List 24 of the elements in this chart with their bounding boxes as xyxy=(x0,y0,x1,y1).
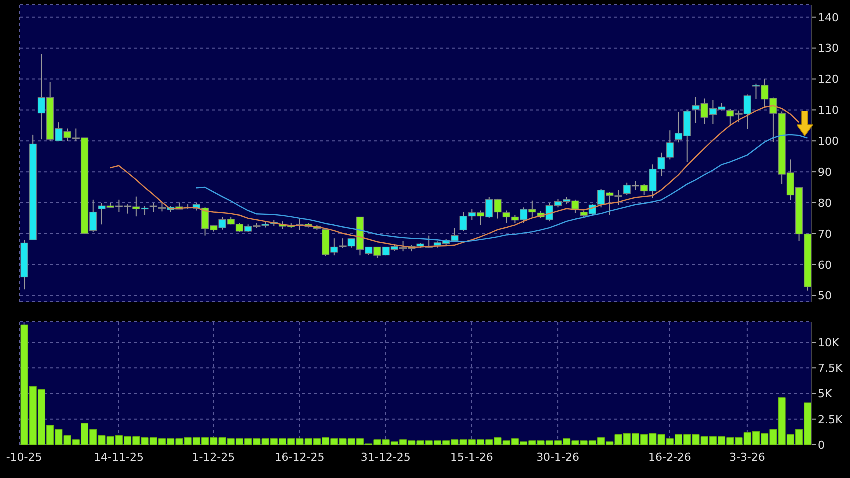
y-tick-label: 10K xyxy=(818,336,840,350)
y-tick-label: 50 xyxy=(818,290,832,303)
y-tick-label: 2.5K xyxy=(818,413,844,426)
x-tick-label: 16-2-26 xyxy=(648,450,692,464)
y-tick-label: 70 xyxy=(818,228,832,241)
y-tick-label: 120 xyxy=(818,73,839,86)
x-tick-label: 30-1-26 xyxy=(536,450,580,464)
y-tick-label: 110 xyxy=(818,104,839,118)
y-tick-label: 140 xyxy=(818,11,839,24)
x-tick-label: -10-25 xyxy=(6,450,42,464)
x-tick-label: 14-11-25 xyxy=(94,450,144,464)
x-tick-label: 1-12-25 xyxy=(192,450,236,464)
y-tick-label: 130 xyxy=(818,42,839,56)
y-tick-label: 90 xyxy=(818,166,832,179)
y-tick-label: 7.5K xyxy=(818,362,844,376)
y-tick-label: 80 xyxy=(818,196,832,210)
x-tick-label: 3-3-26 xyxy=(729,450,766,464)
x-tick-label: 15-1-26 xyxy=(450,450,494,464)
y-tick-label: 0 xyxy=(818,438,825,452)
y-tick-label: 60 xyxy=(818,258,832,272)
y-tick-label: 100 xyxy=(818,135,839,148)
x-tick-label: 31-12-25 xyxy=(360,450,411,464)
x-tick-label: 16-12-25 xyxy=(274,450,325,464)
y-tick-label: 5K xyxy=(818,388,833,401)
